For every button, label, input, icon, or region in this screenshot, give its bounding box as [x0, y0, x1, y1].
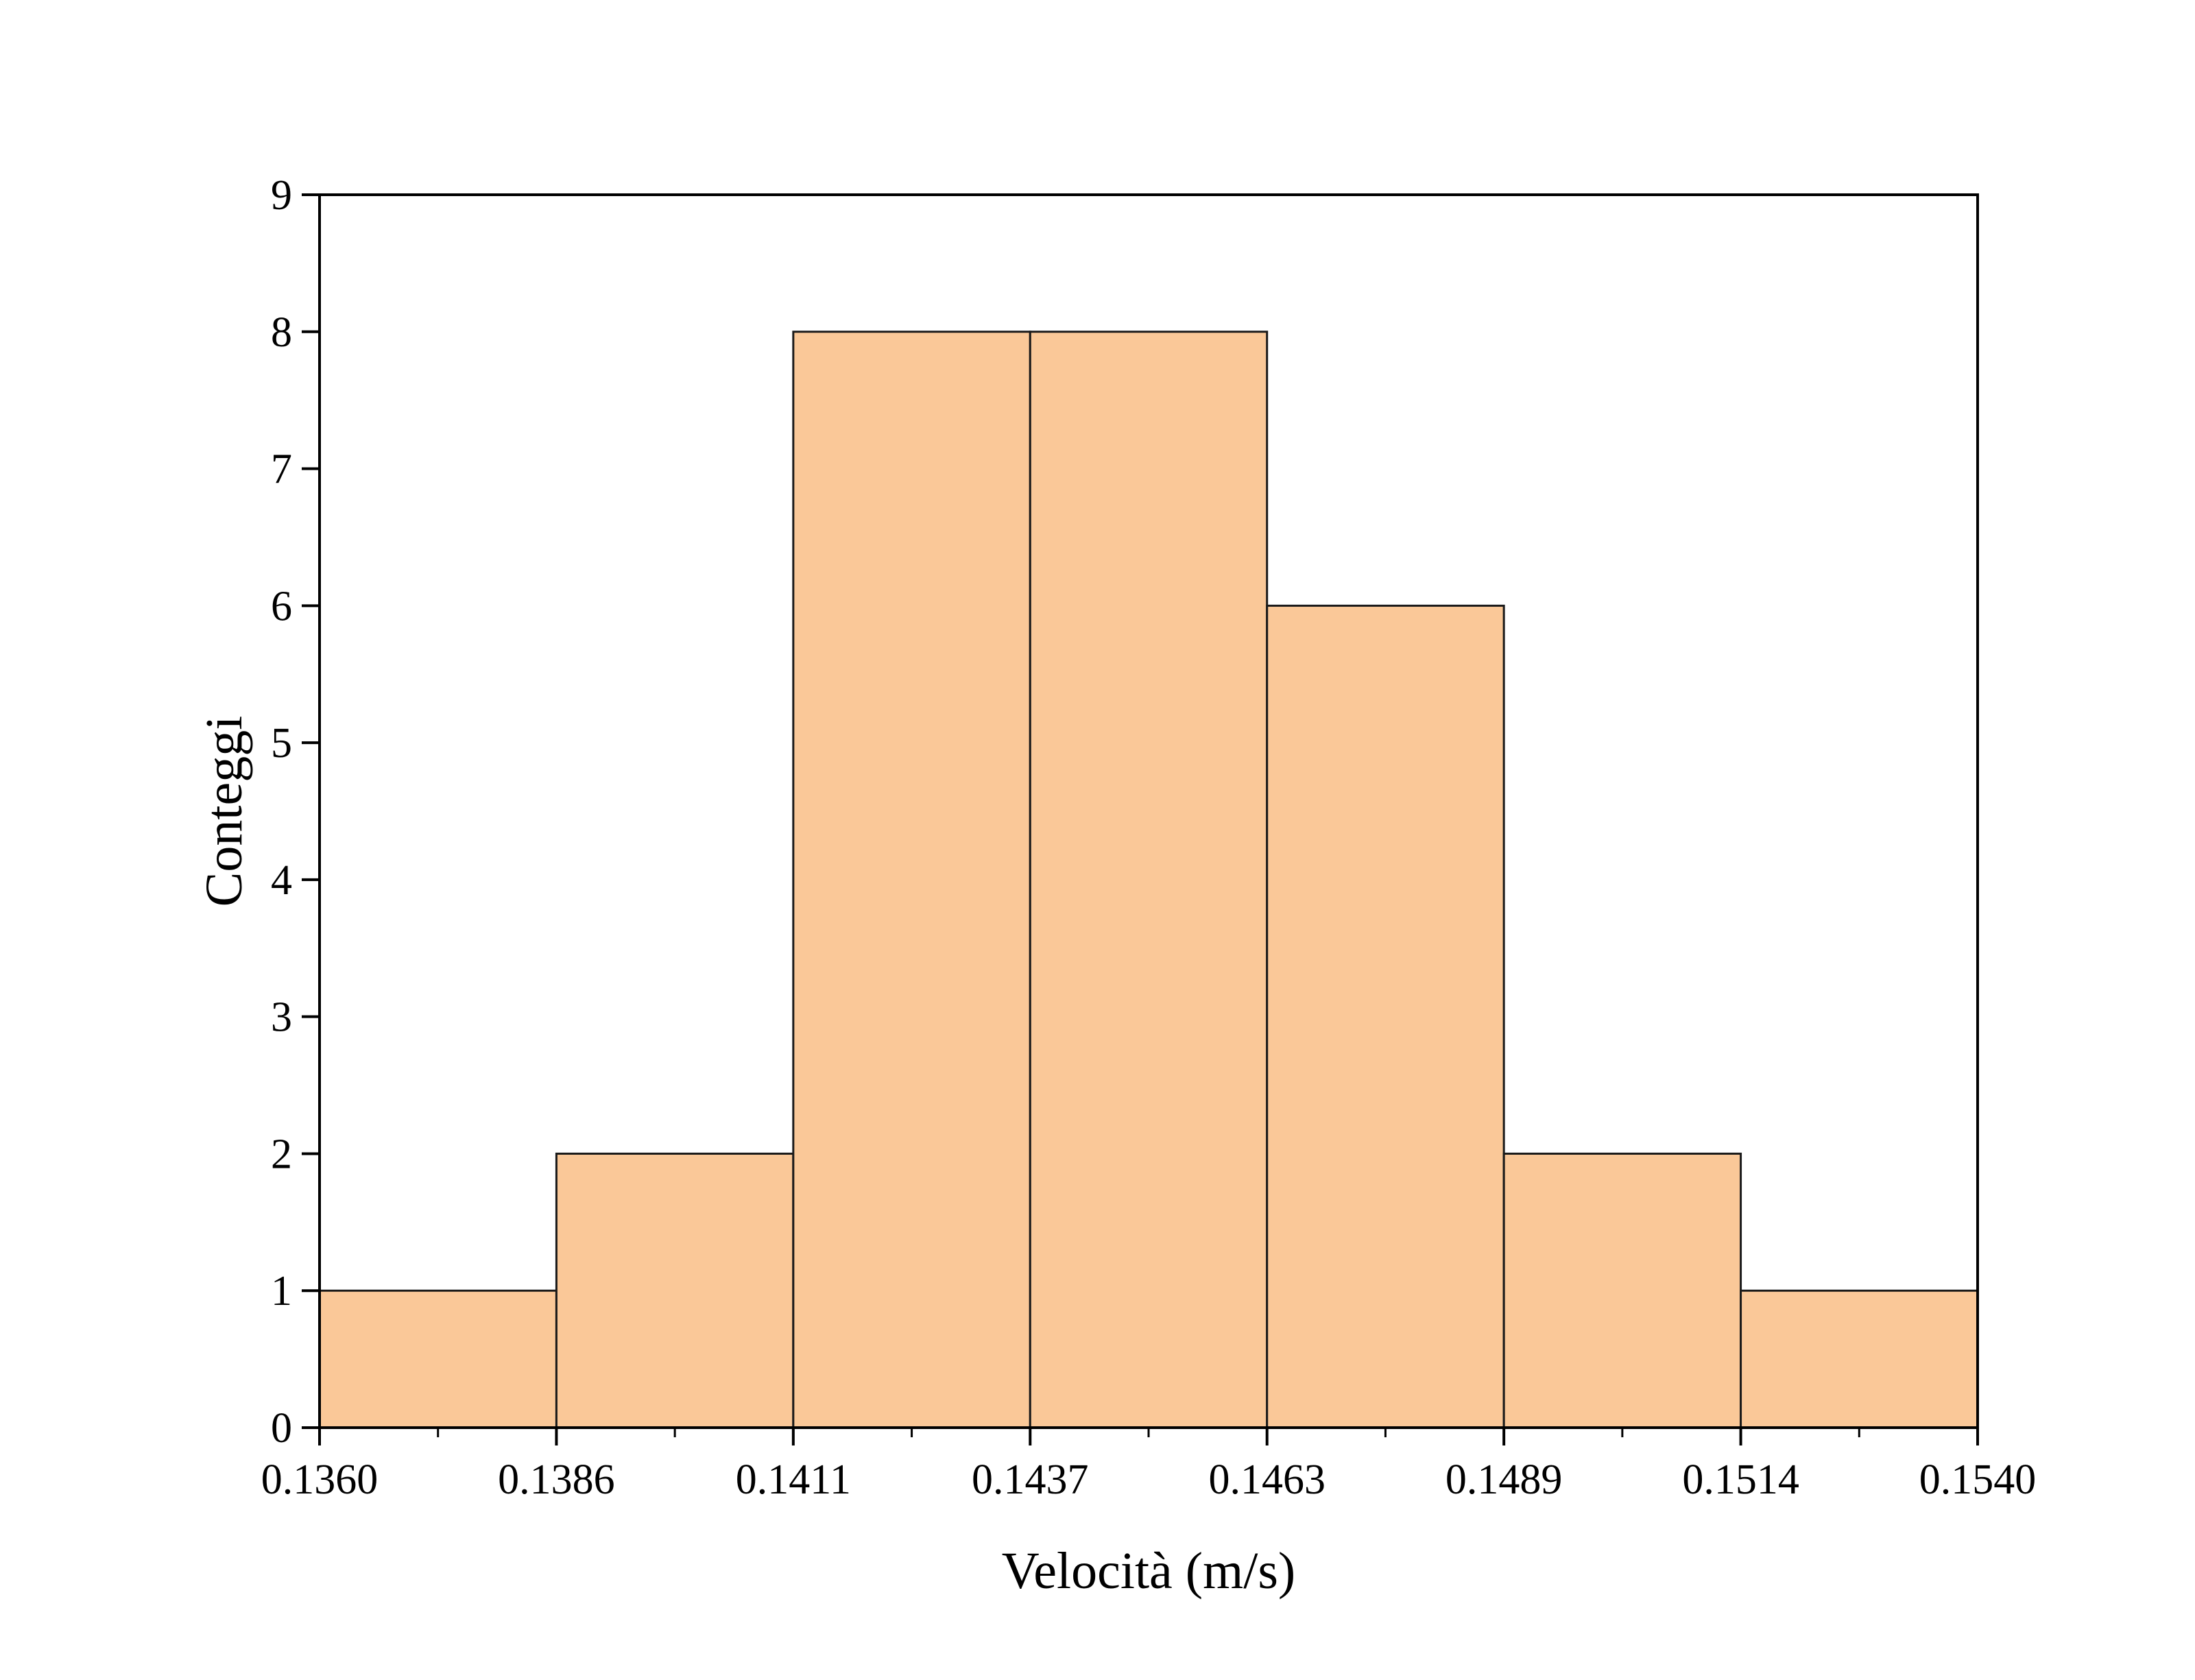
y-axis-label: Conteggi	[195, 716, 253, 907]
y-tick-label: 4	[271, 857, 292, 904]
histogram-bar	[1029, 331, 1269, 1429]
histogram-bar	[555, 1152, 795, 1429]
y-tick-label: 7	[271, 446, 292, 493]
x-tick-label: 0.1540	[1919, 1456, 2037, 1503]
bars-group	[318, 331, 1979, 1429]
y-tick-label: 6	[271, 583, 292, 629]
x-tick-label: 0.1360	[261, 1456, 379, 1503]
x-axis-ticks: 0.1360 0.1386 0.1411 0.1437 0.1463 0.1489 0.15…	[261, 1428, 2037, 1503]
x-tick-label: 0.1437	[972, 1456, 1089, 1503]
histogram-bar	[1266, 604, 1505, 1429]
histogram-bar	[792, 331, 1031, 1429]
x-axis-label: Velocità (m/s)	[1002, 1542, 1295, 1600]
histogram-bar	[1502, 1152, 1742, 1429]
y-tick-label: 2	[271, 1131, 292, 1177]
histogram-bar	[318, 1289, 557, 1429]
y-tick-label: 5	[271, 720, 292, 767]
y-axis-ticks: 0 1 2 3 4 5 6 7 8 9	[271, 172, 320, 1452]
histogram-bar	[1740, 1289, 1979, 1429]
x-tick-label: 0.1411	[736, 1456, 851, 1503]
y-tick-label: 0	[271, 1405, 292, 1452]
y-tick-label: 9	[271, 172, 292, 219]
y-tick-label: 1	[271, 1268, 292, 1315]
x-tick-label: 0.1489	[1446, 1456, 1563, 1503]
y-tick-label: 3	[271, 994, 292, 1041]
x-tick-label: 0.1386	[498, 1456, 615, 1503]
y-tick-label: 8	[271, 309, 292, 356]
x-tick-label: 0.1463	[1208, 1456, 1326, 1503]
x-tick-label: 0.1514	[1682, 1456, 1799, 1503]
